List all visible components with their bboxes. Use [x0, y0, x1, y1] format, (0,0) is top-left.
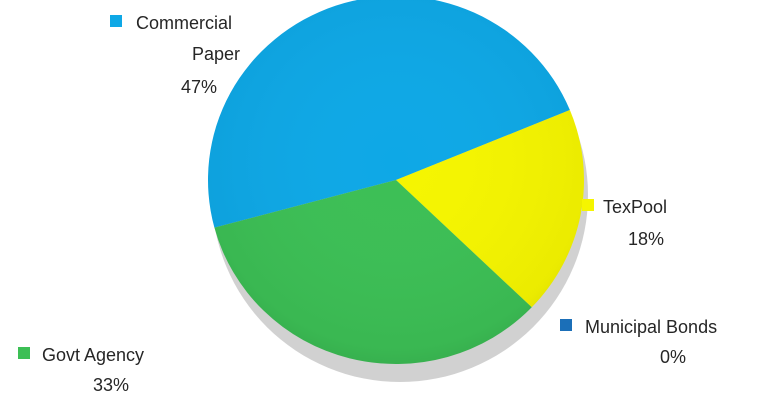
value-texpool: 18%	[628, 229, 664, 249]
pie-slices	[208, 0, 584, 364]
legend-swatch-govt-agency	[18, 347, 30, 359]
label-govt-agency: Govt Agency	[42, 345, 144, 365]
value-govt-agency: 33%	[93, 375, 129, 395]
label-commercial-paper-line2: Paper	[192, 44, 240, 64]
value-commercial-paper: 47%	[181, 77, 217, 97]
label-municipal-bonds: Municipal Bonds	[585, 317, 717, 337]
label-commercial-paper-line1: Commercial	[136, 13, 232, 33]
value-municipal-bonds: 0%	[660, 347, 686, 367]
legend-swatch-municipal-bonds	[560, 319, 572, 331]
label-texpool: TexPool	[603, 197, 667, 217]
legend-swatch-texpool	[582, 199, 594, 211]
legend-swatch-commercial-paper	[110, 15, 122, 27]
